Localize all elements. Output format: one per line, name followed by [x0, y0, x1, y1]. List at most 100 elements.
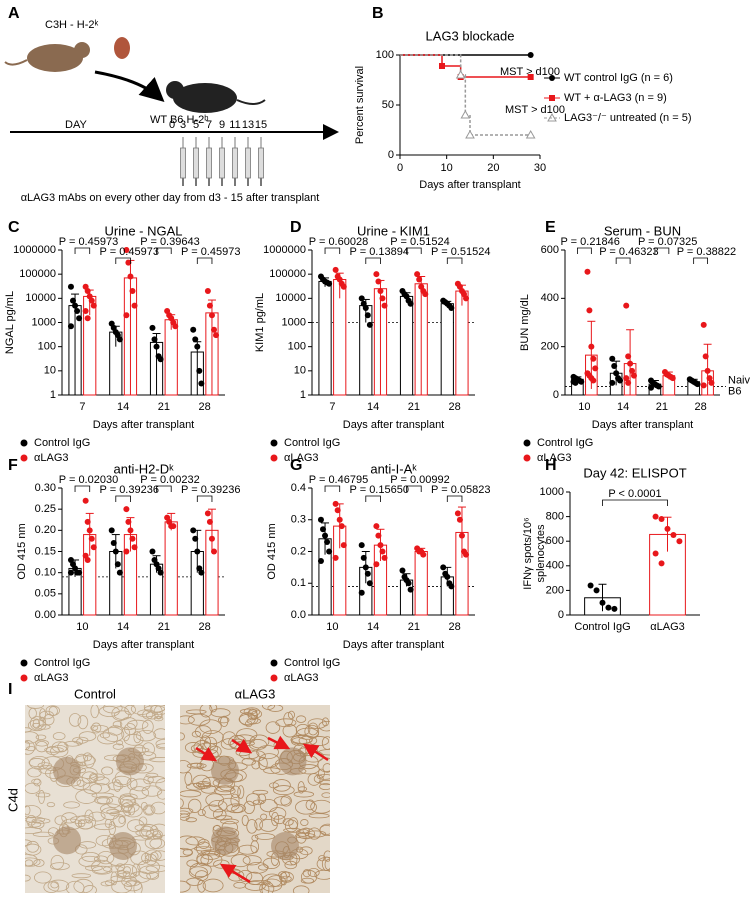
day-label: DAY [65, 119, 87, 131]
bar [318, 280, 332, 396]
data-point [617, 377, 624, 384]
data-point [127, 527, 134, 534]
data-point [67, 283, 74, 290]
tubule [321, 717, 330, 727]
data-point [322, 532, 329, 539]
tubule [180, 760, 192, 774]
tubule [130, 705, 153, 715]
x-tick-label: 7 [79, 401, 85, 413]
data-point [70, 297, 77, 304]
glomerulus [271, 832, 299, 860]
data-point [375, 278, 382, 285]
bar [440, 303, 454, 396]
tubule [149, 757, 165, 763]
x-axis-label: Days after transplant [592, 419, 694, 431]
tubule [305, 830, 327, 838]
data-point [362, 304, 369, 311]
y-tick-label: 10 [44, 365, 56, 377]
panel-letter: F [8, 457, 18, 474]
y-axis-label: NGAL pg/mL [4, 291, 16, 354]
tubule [246, 819, 258, 834]
y-tick-label: 0 [558, 609, 564, 621]
tubule [202, 878, 224, 893]
tubule [151, 850, 165, 861]
annotation: MST > d100 [500, 66, 560, 78]
p-value: P = 0.39236 [181, 484, 240, 496]
chart-title: Urine - KIM1 [357, 223, 430, 238]
data-point [76, 569, 83, 576]
tubule [196, 781, 212, 788]
data-point [590, 355, 597, 362]
data-point [648, 384, 655, 391]
data-point [108, 527, 115, 534]
data-point [88, 535, 95, 542]
data-point [613, 370, 620, 377]
tubule [119, 795, 137, 808]
tubule [35, 734, 47, 740]
tubule [184, 771, 193, 786]
tubule [82, 752, 93, 762]
x-tick-label: 28 [449, 621, 461, 633]
tubule [109, 811, 132, 817]
data-point [454, 510, 461, 517]
y-tick-label: 600 [546, 535, 564, 547]
p-bracket [693, 257, 708, 264]
data-point [379, 548, 386, 555]
tubule [153, 705, 163, 719]
day-number: 0 [169, 119, 175, 131]
tubule [123, 880, 142, 892]
tubule [33, 778, 42, 787]
x-tick-label: 7 [329, 401, 335, 413]
data-point [67, 323, 74, 330]
data-point [210, 326, 217, 333]
p-bracket [324, 247, 341, 254]
tubule [88, 811, 106, 822]
p-bracket [615, 257, 631, 264]
y-tick-label: 0.1 [291, 577, 306, 589]
marker [465, 129, 475, 139]
tubule [25, 874, 31, 882]
tubule [282, 818, 294, 826]
tubule [94, 796, 114, 805]
tubule [208, 799, 228, 813]
data-point [623, 375, 630, 382]
tubule [25, 782, 41, 794]
tubule [230, 785, 241, 798]
p-bracket [115, 257, 131, 264]
panel-letter: A [8, 5, 20, 22]
tubule [90, 705, 100, 719]
x-tick-label: 21 [656, 401, 668, 413]
x-tick-label: 28 [449, 401, 461, 413]
data-point [206, 302, 213, 309]
x-tick-label: 10 [76, 621, 88, 633]
tubule [191, 730, 201, 738]
p-value: P = 0.45973 [100, 246, 159, 258]
tubule [180, 798, 184, 808]
tubule [243, 800, 255, 815]
tubule [31, 818, 51, 824]
data-point [125, 259, 132, 266]
data-point [377, 288, 384, 295]
bar [455, 290, 469, 396]
data-point [326, 280, 333, 287]
tubule [68, 713, 82, 727]
data-point [373, 561, 380, 568]
y-tick-label: 1000000 [13, 244, 56, 256]
panel-letter: E [545, 219, 556, 236]
syringe [245, 147, 251, 179]
tubule [299, 846, 313, 856]
tubule [112, 720, 123, 728]
tubule [265, 721, 281, 734]
tubule [39, 710, 54, 720]
tubule [321, 792, 330, 798]
tubule [100, 881, 113, 887]
legend-label: Control IgG [284, 657, 340, 669]
data-point [664, 525, 671, 532]
data-point [358, 295, 365, 302]
y-tick-label: 10 [294, 365, 306, 377]
tubule [256, 745, 279, 760]
data-point [125, 518, 132, 525]
tubule [145, 711, 159, 720]
tubule [284, 860, 297, 870]
data-point [440, 564, 447, 571]
